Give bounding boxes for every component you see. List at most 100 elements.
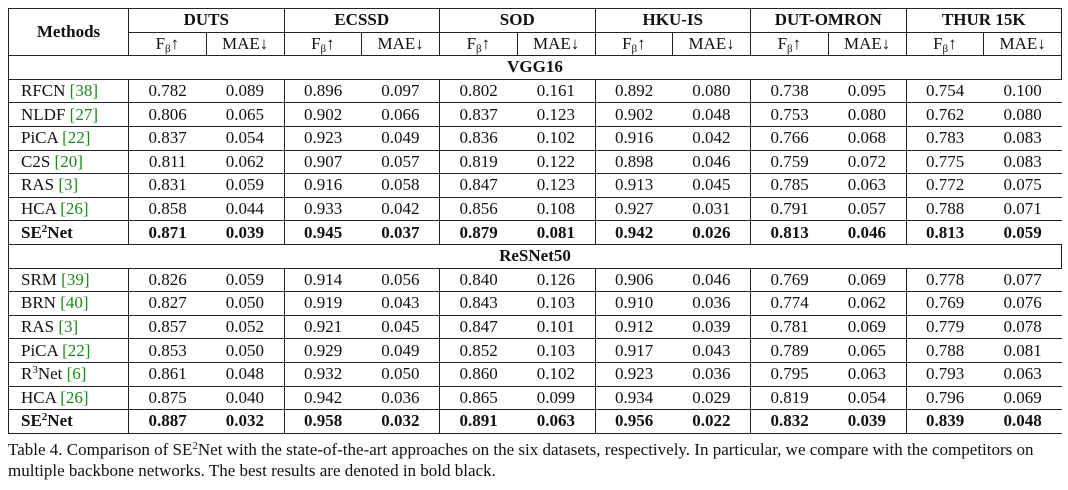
value-cell: 0.875 <box>128 385 207 411</box>
value-cell: 0.029 <box>672 385 751 411</box>
value-cell: 0.036 <box>672 361 751 387</box>
metric-subscript: β <box>631 42 638 55</box>
value-cell: 0.068 <box>828 125 906 151</box>
value-cell: 0.942 <box>283 385 362 411</box>
value-cell: 0.871 <box>128 220 207 245</box>
method-row: R3Net [6] 0.861 0.048 0.932 0.050 0.860 0.102 0… <box>8 361 1062 387</box>
value-cell: 0.811 <box>128 149 207 175</box>
metric-header: MAE↓ <box>205 31 285 57</box>
value-cell: 0.879 <box>439 220 518 245</box>
method-name: R <box>21 364 33 384</box>
metric-symbol: MAE <box>999 33 1038 53</box>
value-cell: 0.077 <box>983 267 1062 293</box>
value-cell: 0.769 <box>750 267 829 293</box>
value-cell: 0.100 <box>983 78 1062 104</box>
value-cell: 0.122 <box>517 149 595 175</box>
value-cell: 0.126 <box>517 267 595 293</box>
method-cell: PiCA [22] <box>8 338 129 363</box>
value-cell: 0.102 <box>517 361 595 387</box>
method-cell: PiCA [22] <box>8 125 129 151</box>
value-cell: 0.778 <box>905 267 984 293</box>
method-cell: HCA [26] <box>8 196 129 222</box>
value-cell: 0.754 <box>905 78 984 104</box>
value-cell: 0.929 <box>283 338 362 363</box>
value-cell: 0.839 <box>905 409 984 434</box>
metric-arrow: ↓ <box>415 33 424 53</box>
value-cell: 0.043 <box>361 291 440 316</box>
value-cell: 0.956 <box>594 409 673 434</box>
header-row: Methods DUTS ECSSD SOD HKU-IS DUT-OMRON THUR 1… <box>8 7 1062 57</box>
section-row: VGG16 <box>8 55 1062 80</box>
value-cell: 0.788 <box>905 338 984 363</box>
metric-header: Fβ↑ <box>128 31 207 57</box>
value-cell: 0.026 <box>672 220 751 245</box>
value-cell: 0.942 <box>594 220 673 245</box>
value-cell: 0.054 <box>206 125 284 151</box>
value-cell: 0.069 <box>828 267 906 293</box>
metric-arrow: ↑ <box>948 33 957 53</box>
value-cell: 0.945 <box>283 220 362 245</box>
value-cell: 0.788 <box>905 196 984 222</box>
value-cell: 0.048 <box>672 102 751 127</box>
value-cell: 0.059 <box>206 267 284 293</box>
method-suffix: Net <box>37 364 63 384</box>
value-cell: 0.032 <box>206 409 284 434</box>
value-cell: 0.042 <box>672 125 751 151</box>
value-cell: 0.039 <box>828 409 906 434</box>
metric-arrow: ↓ <box>726 33 735 53</box>
citation: [3] <box>58 175 79 195</box>
method-name: HCA <box>21 199 56 219</box>
value-cell: 0.049 <box>361 338 440 363</box>
citation: [39] <box>61 269 90 289</box>
value-cell: 0.789 <box>750 338 829 363</box>
value-cell: 0.036 <box>361 385 440 411</box>
value-cell: 0.907 <box>283 149 362 175</box>
value-cell: 0.101 <box>517 314 595 340</box>
value-cell: 0.057 <box>361 149 440 175</box>
metric-subscript: β <box>476 42 482 55</box>
metric-arrow: ↓ <box>881 33 891 53</box>
value-cell: 0.917 <box>594 338 673 363</box>
method-cell: RFCN [38] <box>8 78 129 104</box>
metric-arrow: ↑ <box>792 33 802 53</box>
metric-symbol: F <box>155 33 166 53</box>
value-cell: 0.836 <box>439 125 518 151</box>
value-cell: 0.916 <box>594 125 673 151</box>
value-cell: 0.819 <box>439 149 518 175</box>
method-name: RFCN <box>21 81 66 101</box>
value-cell: 0.783 <box>905 125 984 151</box>
metric-arrow: ↓ <box>259 33 269 53</box>
citation: [6] <box>66 364 87 384</box>
value-cell: 0.769 <box>905 291 984 316</box>
metric-symbol: MAE <box>377 33 416 53</box>
method-superscript: 2 <box>41 222 48 235</box>
metric-arrow: ↑ <box>326 33 335 53</box>
value-cell: 0.046 <box>672 149 751 175</box>
value-cell: 0.072 <box>828 149 906 175</box>
method-name: RAS <box>21 317 55 337</box>
methods-header: Methods <box>8 7 129 57</box>
value-cell: 0.891 <box>439 409 518 434</box>
value-cell: 0.054 <box>828 385 906 411</box>
value-cell: 0.892 <box>594 78 673 104</box>
value-cell: 0.037 <box>361 220 440 245</box>
value-cell: 0.796 <box>905 385 984 411</box>
value-cell: 0.071 <box>983 196 1062 222</box>
value-cell: 0.102 <box>517 125 595 151</box>
value-cell: 0.065 <box>206 102 284 127</box>
method-cell: SE2Net <box>8 220 129 245</box>
value-cell: 0.887 <box>128 409 207 434</box>
value-cell: 0.819 <box>750 385 829 411</box>
value-cell: 0.083 <box>983 125 1062 151</box>
value-cell: 0.042 <box>361 196 440 222</box>
method-name: RAS <box>21 175 55 195</box>
metric-symbol: F <box>311 33 321 53</box>
value-cell: 0.813 <box>905 220 984 245</box>
value-cell: 0.753 <box>750 102 829 127</box>
value-cell: 0.861 <box>128 361 207 387</box>
metric-subscript: β <box>165 42 171 55</box>
value-cell: 0.802 <box>439 78 518 104</box>
method-name: SRM <box>21 269 57 289</box>
value-cell: 0.040 <box>206 385 284 411</box>
